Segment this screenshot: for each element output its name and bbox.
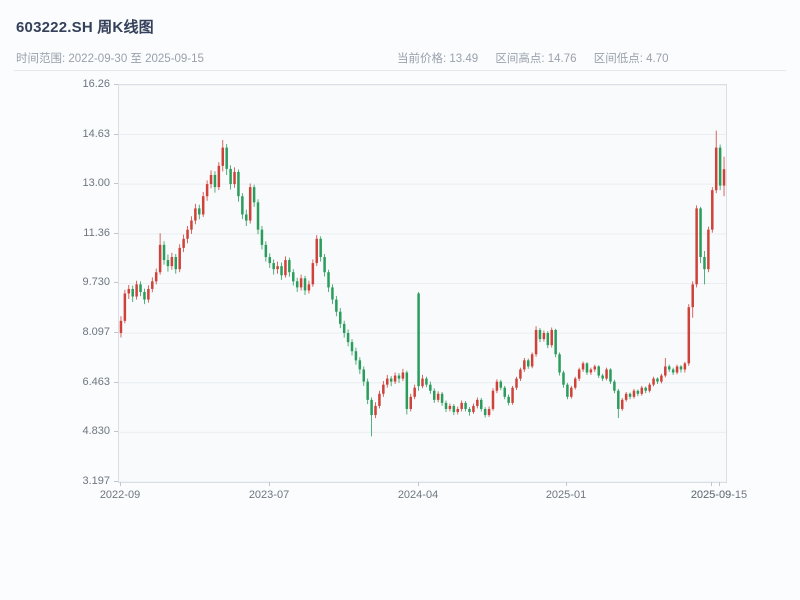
- x-axis-tick-label: 2023-07: [248, 489, 290, 501]
- x-axis-tick-label: 2025-09-15: [690, 489, 748, 501]
- y-axis-tick-label: 3.197: [82, 475, 110, 487]
- x-axis-tick-label: 2022-09: [99, 489, 141, 501]
- page-title: 603222.SH 周K线图: [16, 19, 154, 36]
- date-range-label: 时间范围: 2022-09-30 至 2025-09-15: [16, 53, 204, 65]
- range-high-label: 区间高点: 14.76: [495, 53, 577, 65]
- header-divider: [14, 70, 786, 71]
- candlestick-plot-area: [118, 84, 727, 483]
- x-axis-tick-label: 2025-09: [690, 489, 732, 501]
- range-low-label: 区间低点: 4.70: [593, 53, 669, 65]
- x-axis-tick-label: 2025-01: [545, 489, 587, 501]
- y-axis-tick-label: 14.63: [82, 128, 110, 140]
- x-axis-tick-label: 2024-04: [397, 489, 439, 501]
- price-stats: 当前价格: 13.49 区间高点: 14.76 区间低点: 4.70: [397, 50, 683, 66]
- y-axis-tick-label: 9.730: [82, 276, 110, 288]
- y-axis-tick-label: 8.097: [82, 326, 110, 338]
- current-price-label: 当前价格: 13.49: [397, 53, 479, 65]
- y-axis-tick-label: 13.00: [82, 177, 110, 189]
- y-axis-tick-label: 4.830: [82, 425, 110, 437]
- y-axis-tick-label: 16.26: [82, 78, 110, 90]
- y-axis-tick-label: 6.463: [82, 376, 110, 388]
- y-axis-tick-label: 11.36: [83, 227, 110, 239]
- candlestick-chart: [119, 85, 726, 482]
